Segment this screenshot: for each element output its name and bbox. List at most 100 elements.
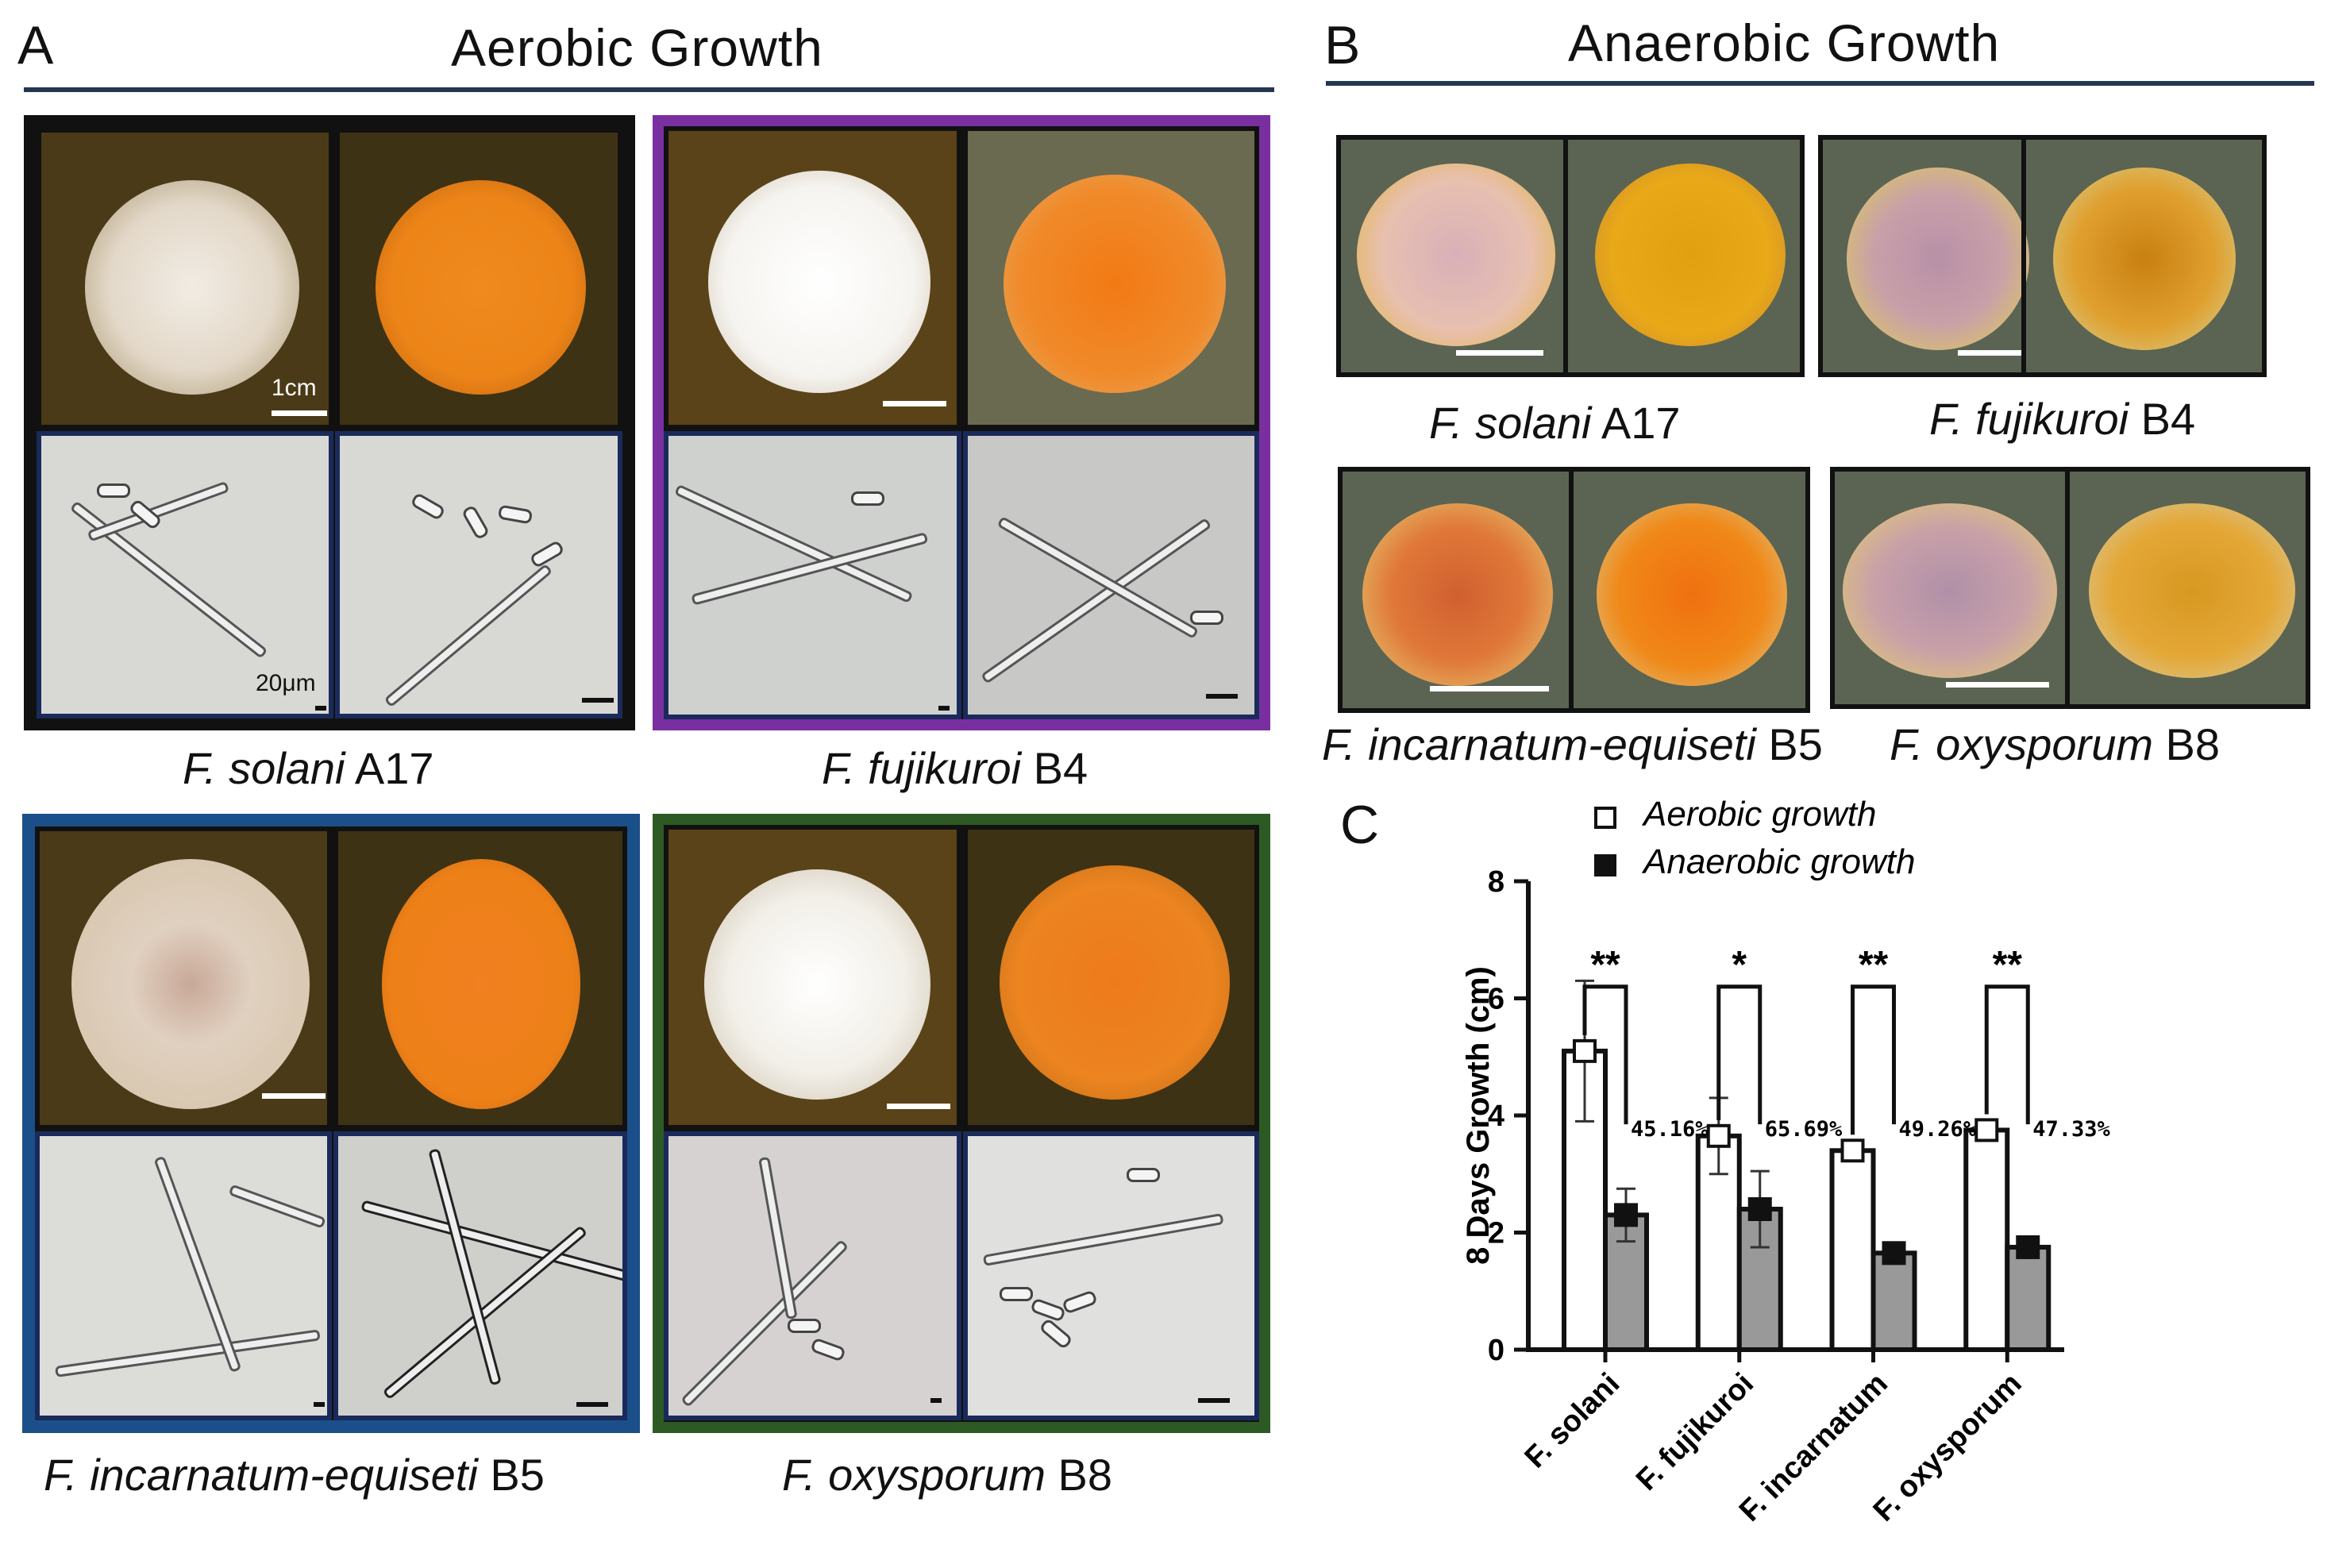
panel-b-incarnatum-plates	[1338, 467, 1810, 713]
panel-b-fujikuroi-plates	[1818, 135, 2267, 377]
panel-b-letter: B	[1324, 15, 1361, 75]
species: oxysporum	[828, 1450, 1046, 1500]
fujikuroi-micrograph-2	[963, 431, 1259, 719]
x-tick-label: F. solani	[1519, 1367, 1627, 1475]
hypha	[980, 517, 1212, 684]
spore	[410, 491, 446, 522]
fujikuroi-aerobic-top-plate	[664, 126, 961, 430]
scale-bar	[1206, 694, 1238, 699]
scale-bar	[1430, 686, 1549, 692]
percent-label: 49.26%	[1899, 1117, 1977, 1142]
data-point	[1840, 1138, 1865, 1163]
scale-label-1cm: 1cm	[272, 375, 317, 401]
significance-stars: *	[1732, 944, 1747, 986]
solani-aerobic-bottom-plate	[335, 128, 622, 430]
spore	[1190, 611, 1223, 625]
species: solani	[1475, 398, 1592, 448]
species: fujikuroi	[868, 743, 1022, 793]
solani-orange-colony	[376, 180, 586, 395]
oxysporum-micrograph-1	[664, 1131, 961, 1420]
species: solani	[229, 743, 345, 793]
fujikuroi-anaerobic-front	[1847, 168, 2029, 350]
strain: B4	[2140, 394, 2196, 444]
incarnatum-aerobic-bottom-plate	[333, 826, 627, 1130]
chart-legend: Aerobic growth Anaerobic growth	[1594, 795, 1915, 881]
hypha	[383, 563, 553, 708]
legend-label: Anaerobic growth	[1641, 842, 1915, 881]
spore	[810, 1337, 846, 1362]
percent-label: 45.16%	[1631, 1117, 1709, 1142]
percent-label: 65.69%	[1765, 1117, 1843, 1142]
significance-stars: **	[1993, 944, 2023, 986]
spore	[460, 504, 491, 541]
scale-bar	[576, 1402, 608, 1407]
oxysporum-anaerobic-front	[1843, 503, 2057, 678]
plate-divider	[2065, 472, 2070, 704]
y-tick-label: 4	[1488, 1100, 1504, 1133]
genus: F.	[782, 1450, 816, 1500]
significance-stars: **	[1590, 944, 1620, 986]
strain: B8	[2165, 719, 2221, 769]
genus: F.	[1322, 719, 1356, 769]
species: fujikuroi	[1975, 394, 2129, 444]
hypha	[360, 1200, 622, 1282]
spore	[497, 504, 534, 525]
panel-a-caption-oxysporum: F. oxysporum B8	[782, 1449, 1112, 1501]
panel-b-caption-fujikuroi: F. fujikuroi B4	[1929, 393, 2195, 445]
panel-a-caption-solani: F. solani A17	[183, 742, 434, 794]
significance-stars: **	[1859, 944, 1889, 986]
scale-bar-20um	[315, 706, 326, 711]
scale-bar	[314, 1402, 325, 1407]
fujikuroi-aerobic-bottom-plate	[963, 126, 1259, 430]
panel-a-caption-incarnatum: F. incarnatum-equiseti B5	[44, 1449, 545, 1501]
genus: F.	[44, 1450, 78, 1500]
scale-bar	[1198, 1398, 1230, 1403]
incarnatum-anaerobic-back	[1597, 503, 1787, 686]
hypha	[382, 1225, 588, 1400]
data-point	[1747, 1197, 1772, 1221]
oxysporum-orange-colony	[1000, 865, 1230, 1100]
significance-bracket	[1851, 984, 1896, 1135]
y-axis-label: 8 Days Growth (cm)	[1461, 966, 1496, 1265]
spore	[1061, 1289, 1098, 1315]
spore	[1127, 1168, 1160, 1182]
species: incarnatum-equiseti	[90, 1450, 478, 1500]
strain: A17	[354, 743, 434, 793]
bar	[1829, 1148, 1876, 1352]
data-point	[1614, 1203, 1638, 1227]
genus: F.	[822, 743, 856, 793]
spore	[788, 1319, 821, 1333]
panel-a-title-rule	[24, 87, 1274, 92]
scale-bar	[887, 1104, 950, 1109]
significance-bracket	[1582, 984, 1628, 1125]
hypha	[996, 515, 1200, 640]
plate-divider	[2021, 140, 2026, 372]
plate-divider	[1563, 140, 1568, 372]
scale-bar	[582, 698, 614, 703]
significance-bracket	[1984, 984, 2030, 1125]
panel-a-title: Aerobic Growth	[451, 18, 823, 77]
spore	[851, 491, 884, 506]
incarnatum-white-colony	[71, 859, 310, 1109]
genus: F.	[183, 743, 217, 793]
oxysporum-aerobic-bottom-plate	[963, 825, 1259, 1130]
panel-b-title-rule	[1326, 81, 2314, 86]
incarnatum-micrograph-2	[333, 1131, 627, 1420]
scale-bar	[930, 1398, 942, 1403]
solani-anaerobic-front	[1357, 164, 1555, 346]
y-tick-label: 6	[1488, 983, 1504, 1016]
y-tick-label: 2	[1488, 1217, 1504, 1250]
scale-bar	[262, 1093, 326, 1099]
genus: F.	[1429, 398, 1463, 448]
hypha	[153, 1155, 242, 1373]
panel-b-caption-solani: F. solani A17	[1429, 397, 1681, 449]
data-point	[1573, 1038, 1597, 1063]
oxysporum-aerobic-top-plate	[664, 825, 961, 1130]
hypha	[982, 1212, 1224, 1266]
percent-label: 47.33%	[2032, 1117, 2110, 1142]
bar	[1870, 1250, 1917, 1352]
fujikuroi-orange-colony	[1004, 175, 1226, 393]
scale-bar	[938, 706, 950, 711]
panel-a-letter: A	[17, 15, 54, 75]
strain: B8	[1058, 1450, 1113, 1500]
